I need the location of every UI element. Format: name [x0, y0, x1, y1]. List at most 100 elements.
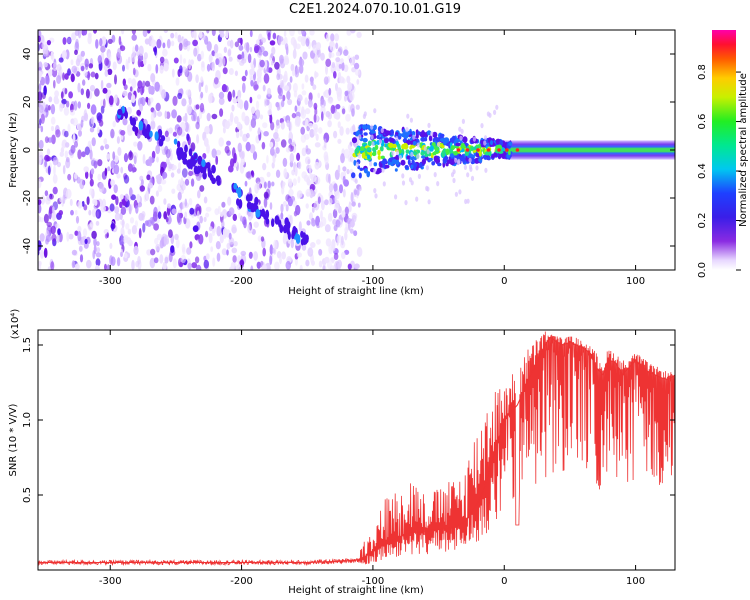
heatmap-cell: [323, 91, 326, 97]
heatmap-cell: [344, 94, 347, 102]
heatmap-cell: [86, 196, 90, 206]
heatmap-cell: [318, 248, 323, 256]
heatmap-cell: [228, 56, 233, 62]
heatmap-cell: [259, 114, 264, 120]
heatmap-cell: [104, 69, 109, 77]
heatmap-cell: [424, 155, 429, 161]
heatmap-cell: [330, 33, 335, 42]
spectrogram-x-label: Height of straight line (km): [288, 286, 424, 297]
heatmap-cell: [205, 206, 212, 212]
heatmap-cell: [325, 58, 332, 67]
heatmap-cell: [213, 43, 219, 54]
heatmap-cell: [296, 252, 302, 258]
heatmap-cell: [379, 163, 383, 168]
heatmap-cell: [50, 116, 56, 125]
heatmap-cell: [133, 141, 138, 147]
heatmap-cell: [160, 179, 167, 185]
heatmap-cell: [278, 36, 284, 42]
heatmap-cell: [170, 32, 175, 39]
y-tick-label: -40: [22, 238, 33, 254]
heatmap-cell: [177, 34, 182, 43]
heatmap-cell: [284, 217, 290, 227]
heatmap-cell: [83, 166, 89, 173]
heatmap-cell: [100, 105, 105, 114]
heatmap-cell: [344, 206, 349, 216]
heatmap-cell: [66, 37, 71, 44]
spectrogram-x-ticks: -300 -200 -100 0 100: [99, 30, 645, 287]
heatmap-cell: [146, 249, 152, 256]
heatmap-cell: [71, 65, 78, 74]
heatmap-cell: [237, 189, 242, 198]
heatmap-cell: [47, 165, 51, 176]
heatmap-cell: [150, 39, 157, 48]
heatmap-cell: [183, 151, 187, 160]
heatmap-cell: [283, 30, 287, 37]
heatmap-cell: [89, 149, 93, 160]
heatmap-cell: [442, 157, 447, 164]
heatmap-cell: [174, 233, 179, 240]
heatmap-cell: [250, 265, 254, 270]
heatmap-cell: [238, 199, 243, 209]
heatmap-cell: [458, 189, 462, 195]
heatmap-cell: [205, 212, 210, 218]
heatmap-cell: [270, 60, 274, 66]
heatmap-cell: [341, 61, 345, 71]
heatmap-cell: [129, 217, 135, 224]
heatmap-cell: [120, 251, 123, 257]
heatmap-cell: [51, 210, 56, 222]
heatmap-cell: [249, 68, 255, 76]
heatmap-cell: [297, 30, 303, 35]
heatmap-cell: [74, 210, 78, 215]
heatmap-cell: [286, 90, 291, 100]
heatmap-cell: [280, 203, 284, 213]
heatmap-cell: [220, 211, 224, 218]
heatmap-cell: [267, 87, 272, 97]
heatmap-cell: [240, 156, 245, 166]
heatmap-cell: [133, 245, 139, 255]
heatmap-cell: [335, 42, 339, 50]
heatmap-cell: [89, 178, 94, 187]
heatmap-cell: [46, 40, 52, 46]
heatmap-cell: [232, 89, 236, 98]
heatmap-cell: [218, 97, 225, 105]
heatmap-cell: [148, 156, 153, 167]
heatmap-cell: [285, 260, 292, 270]
heatmap-cell: [323, 76, 329, 85]
heatmap-peak: [497, 148, 501, 152]
heatmap-cell: [163, 198, 167, 205]
heatmap-cell: [251, 171, 255, 178]
heatmap-cell: [112, 61, 117, 71]
heatmap-cell: [119, 194, 124, 200]
heatmap-cell: [483, 135, 488, 141]
heatmap-cell: [65, 100, 70, 108]
heatmap-cell: [119, 201, 123, 208]
heatmap-cell: [445, 148, 450, 156]
heatmap-cell: [250, 80, 254, 87]
heatmap-cell: [239, 129, 243, 137]
colorbar-tick-label: 0.2: [697, 213, 708, 229]
heatmap-cell: [278, 87, 284, 97]
heatmap-cell: [394, 194, 398, 200]
heatmap-cell: [43, 213, 49, 224]
heatmap-cell: [238, 212, 241, 219]
heatmap-cell: [367, 140, 372, 147]
heatmap-cell: [95, 39, 99, 49]
heatmap-cell: [167, 203, 171, 209]
heatmap-cell: [136, 195, 140, 204]
heatmap-cell: [409, 117, 413, 123]
heatmap-cell: [89, 84, 96, 92]
heatmap-cell: [305, 259, 310, 267]
heatmap-cell: [332, 219, 337, 225]
heatmap-cell: [202, 171, 207, 180]
y-tick-label: 20: [22, 96, 33, 109]
heatmap-cell: [124, 193, 129, 202]
heatmap-cell: [337, 164, 341, 174]
heatmap-cell: [80, 88, 85, 96]
heatmap-cell: [214, 51, 219, 58]
heatmap-cell: [156, 233, 163, 241]
heatmap-cell: [100, 145, 104, 151]
heatmap-cell: [151, 150, 156, 160]
heatmap-cell: [436, 181, 440, 187]
heatmap-cell: [233, 116, 239, 124]
heatmap-cell: [142, 80, 146, 89]
